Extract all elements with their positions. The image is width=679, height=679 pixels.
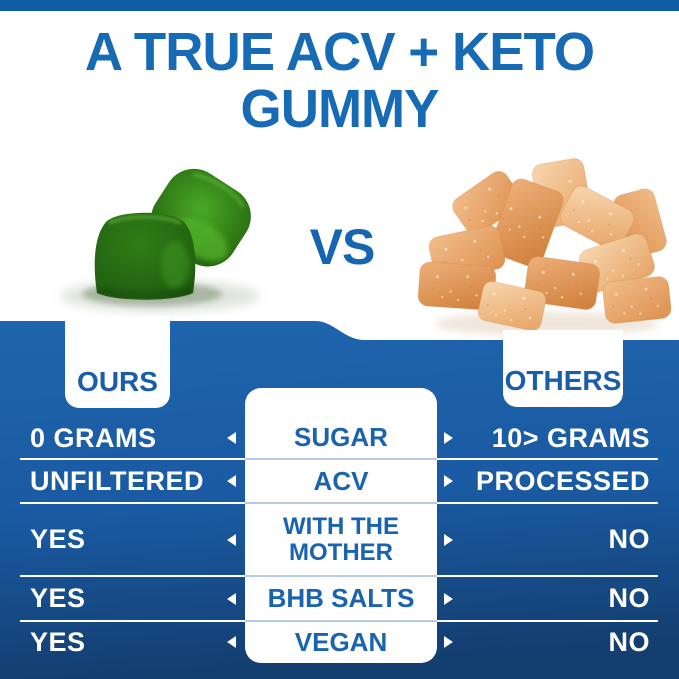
others-value: NO xyxy=(608,626,650,657)
title-line-2: GUMMY xyxy=(240,79,440,139)
others-header-tab: OTHERS xyxy=(503,330,623,407)
ours-value: YES xyxy=(30,583,86,613)
arrow-right-icon xyxy=(444,533,453,546)
others-value: NO xyxy=(608,583,650,613)
arrow-left-icon xyxy=(227,533,236,546)
arrow-right-icon xyxy=(444,475,453,487)
arrow-left-icon xyxy=(227,432,236,444)
feature-label-with-the-mother: WITH THE MOTHER xyxy=(283,513,399,566)
ours-value-cell: YES xyxy=(0,583,245,614)
others-value-cell: NO xyxy=(437,627,679,658)
feature-column: SUGAR ACV WITH THE MOTHER BHB SALTS VEGA… xyxy=(245,388,437,663)
others-value-cell: NO xyxy=(437,524,679,555)
feature-divider xyxy=(245,502,437,504)
others-value: PROCESSED xyxy=(475,465,650,496)
ours-value: UNFILTERED xyxy=(30,465,204,496)
orange-gummies-image xyxy=(417,158,672,336)
ours-value-cell: YES xyxy=(0,627,245,658)
ours-value-cell: YES xyxy=(0,524,245,555)
ours-value-cell: 0 GRAMS xyxy=(0,423,245,454)
ours-header-label: OURS xyxy=(77,366,158,397)
ours-header-tab: OURS xyxy=(65,316,170,408)
others-value-cell: 10> GRAMS xyxy=(437,423,679,454)
feature-divider xyxy=(245,620,437,622)
feature-label-sugar: SUGAR xyxy=(294,422,388,452)
ours-value-cell: UNFILTERED xyxy=(0,466,245,497)
arrow-left-icon xyxy=(227,475,236,487)
table-row-bhb-salts: YES NO xyxy=(0,576,679,621)
feature-divider xyxy=(245,575,437,577)
feature-label-bhb-salts: BHB SALTS xyxy=(267,583,415,613)
others-value: 10> GRAMS xyxy=(491,422,650,453)
table-row-acv: UNFILTERED PROCESSED xyxy=(0,459,679,503)
ours-value: YES xyxy=(30,626,86,657)
arrow-right-icon xyxy=(444,432,453,444)
table-row-with-the-mother: YES NO xyxy=(0,503,679,576)
feature-label-acv: ACV xyxy=(313,466,369,496)
others-value-cell: PROCESSED xyxy=(437,466,679,497)
page-title: A TRUE ACV + KETO GUMMY xyxy=(0,24,679,138)
feature-divider xyxy=(245,458,437,460)
arrow-left-icon xyxy=(227,636,236,648)
table-row-sugar: 0 GRAMS 10> GRAMS xyxy=(0,417,679,459)
ours-value: 0 GRAMS xyxy=(30,422,157,453)
versus-label: VS xyxy=(309,219,376,275)
arrow-right-icon xyxy=(444,636,453,648)
top-accent-bar xyxy=(0,0,679,11)
others-header-label: OTHERS xyxy=(504,365,622,396)
green-gummies-image xyxy=(60,168,260,312)
ours-value: YES xyxy=(30,524,86,554)
arrow-left-icon xyxy=(227,592,236,605)
table-row-vegan: YES NO xyxy=(0,621,679,663)
others-value-cell: NO xyxy=(437,583,679,614)
arrow-right-icon xyxy=(444,592,453,605)
feature-label-vegan: VEGAN xyxy=(294,627,388,657)
title-line-1: A TRUE ACV + KETO xyxy=(84,22,595,82)
others-value: NO xyxy=(608,524,650,554)
